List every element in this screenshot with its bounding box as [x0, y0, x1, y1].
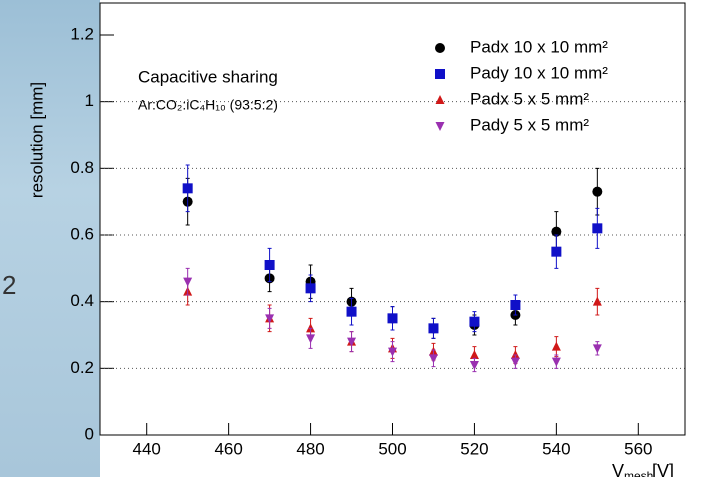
legend-label: Padx 10 x 10 mm²: [470, 37, 608, 56]
point: [510, 300, 521, 310]
background-strip: 2: [0, 0, 100, 477]
x-axis-label-unit: [V]: [652, 461, 674, 477]
x-tick-label: 520: [460, 439, 488, 458]
y-tick-label: 0.6: [70, 224, 94, 243]
legend-marker: [435, 69, 445, 79]
x-axis-label-sub: mesh: [624, 469, 653, 477]
point: [592, 223, 603, 234]
y-tick-label: 0.4: [70, 291, 94, 310]
legend-label: Pady 10 x 10 mm²: [470, 63, 608, 82]
point: [551, 341, 561, 351]
point: [428, 323, 439, 334]
point: [592, 296, 602, 306]
annotation: Ar:CO₂:iC₄H₁₀ (93:5:2): [138, 97, 278, 113]
x-tick-label: 500: [378, 439, 406, 458]
point: [592, 344, 602, 354]
point: [387, 313, 398, 324]
point: [388, 347, 397, 357]
point: [469, 316, 480, 327]
point: [551, 357, 561, 367]
point: [264, 260, 275, 270]
point: [183, 277, 193, 287]
point: [469, 350, 479, 359]
point: [182, 183, 193, 194]
plot-background: [100, 0, 724, 477]
x-tick-label: 560: [624, 439, 652, 458]
point: [347, 337, 357, 347]
x-tick-label: 480: [296, 439, 324, 458]
point: [265, 314, 275, 324]
y-axis-label: resolution [mm]: [27, 82, 46, 198]
point: [428, 354, 438, 364]
legend-marker: [435, 95, 445, 104]
point: [346, 306, 357, 317]
point: [592, 186, 603, 197]
point: [305, 283, 316, 294]
point: [551, 226, 562, 237]
y-tick-label: 1: [85, 91, 94, 110]
x-tick-label: 440: [133, 439, 161, 458]
legend-marker: [435, 43, 445, 53]
y-tick-label: 0: [85, 424, 94, 443]
point: [469, 361, 479, 370]
x-axis-label: V: [612, 461, 624, 477]
point: [510, 357, 520, 367]
legend-marker: [435, 122, 445, 131]
side-text: 2: [2, 270, 17, 300]
y-tick-label: 0.2: [70, 358, 94, 377]
point: [551, 246, 562, 257]
legend-label: Pady 5 x 5 mm²: [470, 115, 589, 134]
point: [306, 334, 316, 344]
plot-frame: [99, 2, 686, 436]
legend-label: Padx 5 x 5 mm²: [470, 89, 589, 108]
x-tick-label: 540: [542, 439, 570, 458]
annotation: Capacitive sharing: [138, 67, 278, 86]
y-tick-label: 1.2: [70, 24, 94, 43]
y-tick-label: 0.8: [70, 158, 94, 177]
x-tick-label: 460: [214, 439, 242, 458]
